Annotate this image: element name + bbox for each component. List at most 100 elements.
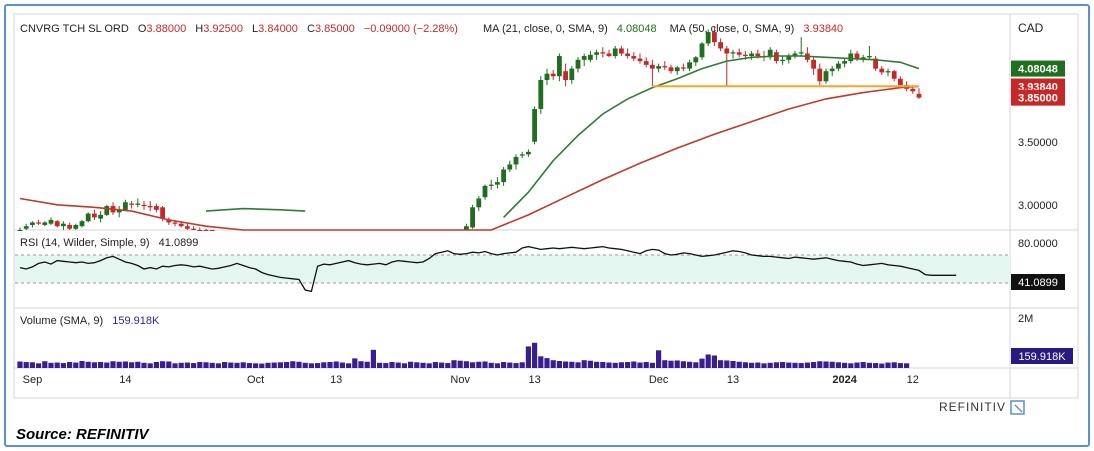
candle-body [513,156,519,165]
volume-bar [470,362,476,368]
candle-body [873,58,878,69]
candle-body [588,54,593,60]
candle-body [61,223,66,227]
volume-bar [265,362,271,368]
volume-bar [767,362,773,368]
x-tick-label: 13 [727,374,739,386]
volume-legend: Volume (SMA, 9) 159.918K [20,315,160,327]
volume-bar [730,360,736,368]
candle-body [650,64,655,69]
ma50-value: 3.93840 [803,23,843,35]
volume-bar [240,362,246,368]
volume-bar [699,358,705,368]
volume-bar [811,362,817,368]
volume-bar [234,362,240,368]
candle-body [160,207,165,219]
volume-bar [637,362,643,368]
volume-bar [91,362,97,368]
volume-bar [67,362,73,368]
price-badge [1011,89,1065,106]
candle-body [135,203,141,205]
chart-frame: Sep 14 Oct 13 Nov 13 Dec 13 2024 12 3.00000 3.5000… [4,4,1090,447]
volume-bar [98,362,104,368]
rsi-value: 41.0899 [159,237,199,249]
volume-label: Volume (SMA, 9) [20,315,103,327]
volume-bar [594,361,600,368]
candle-body [185,226,190,229]
volume-bar [761,363,767,368]
candle-body [147,206,153,208]
chart-canvas[interactable]: Sep 14 Oct 13 Nov 13 Dec 13 2024 12 3.00000 3.5000… [6,6,1092,449]
candle-body [166,219,172,223]
candle-body [681,67,686,69]
candle-body [749,53,754,57]
candle-body [668,67,674,72]
candle-body [36,222,41,224]
candle-body [767,49,773,58]
volume-bar [60,363,66,368]
volume-bar [432,362,438,368]
volume-bar [749,362,755,368]
candle-body [643,61,649,65]
candle-body [203,230,209,231]
volume-bar [23,362,29,368]
volume-bar [383,363,389,368]
volume-bar [742,362,748,368]
candle-body [23,226,29,229]
volume-bar [172,363,178,368]
volume-bar [618,362,624,368]
rsi-line [19,245,957,293]
refinitiv-logo-icon-arrow [1014,404,1023,413]
volume-bar [606,362,612,368]
volume-bar [488,362,494,368]
volume-bar [575,362,581,368]
volume-bar [854,362,860,368]
candle-body [191,228,196,230]
candle-body [637,58,643,62]
open-value: 3.88000 [146,23,186,35]
candle-body [129,203,134,205]
change-value: −0.09000 (−2.28%) [364,23,458,35]
brand-text: REFINITIV [939,400,1006,414]
candle-body [829,68,835,72]
volume-bar [284,362,290,368]
volume-bar [290,361,296,368]
volume-bar [203,362,209,368]
volume-bar [817,361,823,368]
candle-body [792,53,798,57]
volume-bar [42,361,48,368]
volume-bar [538,356,544,368]
volume-bar [891,362,897,368]
volume-bar [395,362,401,368]
volume-bar [333,361,339,368]
candle-body [544,73,550,80]
volume-bar [259,363,265,368]
candle-body [910,88,916,92]
volume-bar [587,360,593,368]
volume-bar [296,361,302,368]
volume-bar [904,363,910,368]
candle-body [755,53,761,57]
candle-body [854,53,860,59]
ma50-line [19,85,920,231]
candle-body [848,53,854,62]
candle-body [631,56,637,59]
volume-bar [315,363,321,368]
candle-body [743,54,748,57]
candle-body [507,164,513,170]
candle-body [569,68,575,80]
volume-bar [674,360,680,368]
candle-body [501,169,506,183]
volume-bar [445,363,451,368]
ma21-line [503,55,920,218]
rsi-axis-label: 80.0000 [1018,238,1058,250]
candle-body [736,52,742,55]
close-label: C [307,23,315,35]
volume-bar [352,358,358,368]
volume-bar [463,361,469,368]
volume-bar [792,362,798,368]
volume-bar [848,363,854,368]
volume-bar [166,361,172,368]
volume-bar [711,355,717,368]
candle-body [141,204,147,207]
